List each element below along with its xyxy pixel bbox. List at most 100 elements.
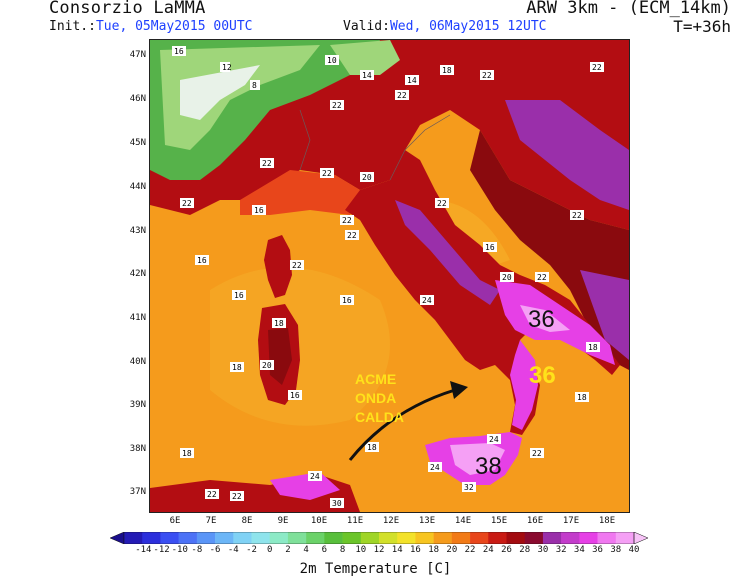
colorbar-tick-label: -14 bbox=[135, 545, 152, 555]
svg-text:22: 22 bbox=[332, 101, 342, 110]
svg-text:30: 30 bbox=[332, 499, 342, 508]
colorbar-tick-label: 20 bbox=[446, 545, 458, 555]
tunisia-hot-zone bbox=[270, 472, 340, 500]
colorbar-segment bbox=[470, 532, 489, 544]
svg-text:8: 8 bbox=[252, 81, 257, 90]
annotation-line: ACME bbox=[355, 371, 397, 387]
svg-text:22: 22 bbox=[232, 492, 242, 501]
colorbar-tick-label: -6 bbox=[209, 545, 221, 555]
annotation-line: ONDA bbox=[355, 390, 397, 406]
init-time: Init.:Tue, 05May2015 00UTC bbox=[49, 19, 253, 34]
heatwave-arrow-head bbox=[450, 381, 468, 399]
lon-label: 16E bbox=[526, 516, 544, 526]
svg-text:22: 22 bbox=[532, 449, 542, 458]
svg-text:22: 22 bbox=[262, 159, 272, 168]
svg-text:16: 16 bbox=[290, 391, 300, 400]
svg-text:22: 22 bbox=[182, 199, 192, 208]
calabria-hot-zone bbox=[510, 340, 538, 430]
svg-text:10: 10 bbox=[327, 56, 337, 65]
lon-label: 12E bbox=[382, 516, 400, 526]
colorbar-tick-label: 28 bbox=[519, 545, 531, 555]
colorbar-tick-label: 12 bbox=[373, 545, 385, 555]
svg-text:18: 18 bbox=[274, 319, 284, 328]
colorbar-segment bbox=[542, 532, 562, 544]
temperature-map: 16 12 8 10 14 14 18 22 22 22 22 22 22 20… bbox=[149, 39, 630, 513]
lon-label: 6E bbox=[169, 516, 181, 526]
colorbar-tick-label: 10 bbox=[355, 545, 367, 555]
colorbar-tick-label: -12 bbox=[153, 545, 170, 555]
colorbar-segment bbox=[379, 532, 398, 544]
lon-label: 15E bbox=[490, 516, 508, 526]
colorbar-tick-label: 2 bbox=[285, 545, 291, 555]
colorbar-segment bbox=[561, 532, 580, 544]
colorbar-tick-label: 16 bbox=[410, 545, 421, 555]
alps-east-green bbox=[330, 40, 400, 75]
heatwave-annotation: ACME ONDA CALDA bbox=[355, 370, 404, 427]
colorbar-title: 2m Temperature [C] bbox=[299, 561, 452, 577]
svg-text:16: 16 bbox=[234, 291, 244, 300]
lon-label: 7E bbox=[205, 516, 217, 526]
colorbar-low-end bbox=[110, 532, 125, 544]
lat-label: 37N bbox=[129, 487, 146, 497]
colorbar-segment bbox=[124, 532, 143, 544]
svg-text:20: 20 bbox=[362, 173, 372, 182]
svg-text:16: 16 bbox=[174, 47, 184, 56]
colorbar-segment bbox=[342, 532, 362, 544]
lon-label: 9E bbox=[277, 516, 289, 526]
svg-text:18: 18 bbox=[442, 66, 452, 75]
colorbar-segment bbox=[597, 532, 617, 544]
station-values: 16 12 8 10 14 14 18 22 22 22 22 22 22 20… bbox=[172, 46, 604, 508]
lon-label: 17E bbox=[562, 516, 580, 526]
albania-purple-zone bbox=[580, 270, 629, 360]
svg-text:22: 22 bbox=[347, 231, 357, 240]
colorbar-segment bbox=[269, 532, 289, 544]
svg-text:18: 18 bbox=[367, 443, 377, 452]
lon-label: 18E bbox=[598, 516, 616, 526]
svg-text:22: 22 bbox=[437, 199, 447, 208]
lat-label: 38N bbox=[129, 444, 146, 454]
peak-temp-apulia: 36 bbox=[528, 306, 555, 333]
colorbar-segment bbox=[324, 532, 343, 544]
svg-text:16: 16 bbox=[342, 296, 352, 305]
colorbar-tick-label: 26 bbox=[501, 545, 512, 555]
lat-label: 46N bbox=[129, 94, 146, 104]
lat-label: 45N bbox=[129, 138, 146, 148]
valid-time: Valid:Wed, 06May2015 12UTC bbox=[343, 19, 547, 34]
apulia-peak-zone bbox=[520, 305, 570, 332]
boundary-line bbox=[389, 114, 451, 181]
colorbar-segment bbox=[215, 532, 234, 544]
svg-text:32: 32 bbox=[464, 483, 474, 492]
lat-label: 41N bbox=[129, 313, 146, 323]
svg-text:16: 16 bbox=[197, 256, 207, 265]
sardinia-inland bbox=[268, 328, 292, 385]
valid-label: Valid: bbox=[343, 19, 390, 34]
svg-text:22: 22 bbox=[322, 169, 332, 178]
balkan-purple-zone bbox=[505, 100, 629, 210]
lat-label: 42N bbox=[129, 269, 146, 279]
lat-label: 43N bbox=[129, 226, 146, 236]
colorbar-high-end bbox=[633, 532, 648, 544]
colorbar-segment bbox=[160, 532, 179, 544]
lat-label: 39N bbox=[129, 400, 146, 410]
lon-label: 13E bbox=[418, 516, 436, 526]
svg-text:14: 14 bbox=[362, 71, 372, 80]
peak-temp-sicily: 38 bbox=[475, 453, 502, 480]
colorbar-tick-label: 4 bbox=[303, 545, 309, 555]
colorbar-tick-label: 24 bbox=[482, 545, 494, 555]
colorbar-segment bbox=[397, 532, 416, 544]
svg-text:24: 24 bbox=[310, 472, 320, 481]
colorbar-tick-label: 40 bbox=[628, 545, 640, 555]
colorbar-tick-label: -2 bbox=[246, 545, 257, 555]
heatwave-arrow bbox=[348, 388, 456, 461]
colorbar-segment bbox=[615, 532, 635, 544]
colorbar-segment bbox=[451, 532, 471, 544]
colorbar-segment bbox=[360, 532, 380, 544]
svg-text:18: 18 bbox=[577, 393, 587, 402]
colorbar-tick-label: 34 bbox=[573, 545, 585, 555]
model-title: ARW 3km - (ECM_14km) bbox=[526, 0, 731, 18]
lat-label: 40N bbox=[129, 357, 146, 367]
lat-label: 44N bbox=[129, 182, 146, 192]
lon-label: 8E bbox=[241, 516, 253, 526]
peak-temp-calabria: 36 bbox=[529, 362, 556, 389]
colorbar-tick-label: 6 bbox=[321, 545, 328, 555]
